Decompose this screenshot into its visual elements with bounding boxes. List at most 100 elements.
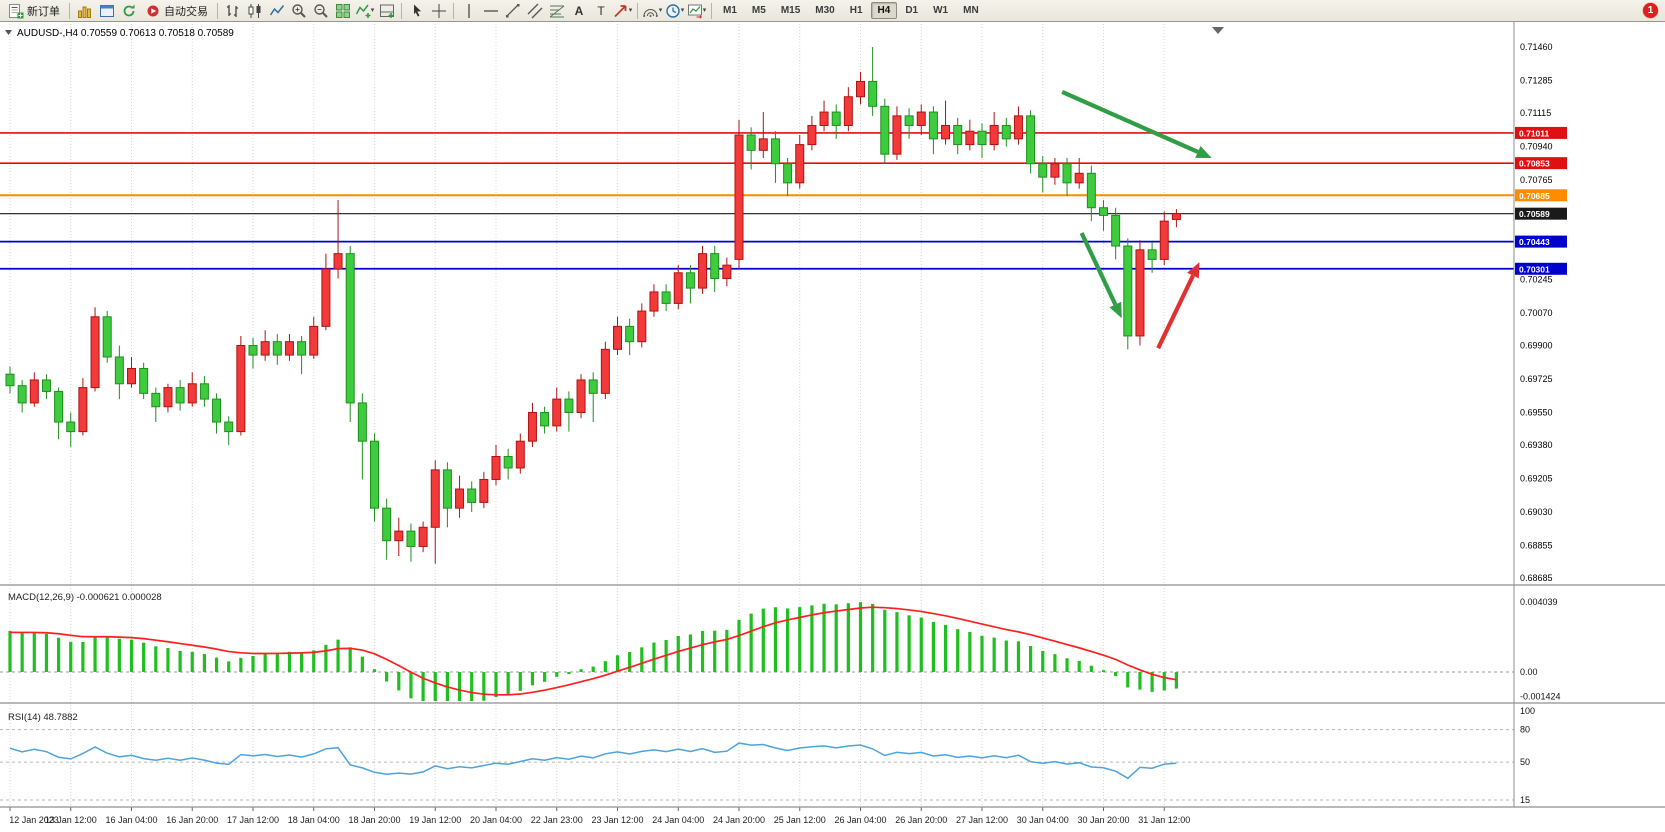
trend-arrow-objects[interactable] — [1061, 90, 1212, 350]
vertical-line-tool-button[interactable] — [458, 0, 479, 21]
horizontal-line-tool-button[interactable] — [480, 0, 501, 21]
zoom-out-button[interactable] — [310, 0, 331, 21]
price-axis-label: 0.69900 — [1520, 341, 1553, 351]
market-watch-button[interactable] — [74, 0, 95, 21]
periods-menu-button[interactable]: ▾ — [664, 0, 685, 21]
timeframe-m1-button[interactable]: M1 — [723, 5, 737, 16]
timeframe-w1-button[interactable]: W1 — [933, 5, 949, 16]
line-chart-mode-button[interactable] — [266, 0, 287, 21]
line-chart-icon — [269, 3, 285, 19]
timeframe-m15-button[interactable]: M15 — [780, 5, 801, 16]
cycle-lines-tool-button[interactable]: ▾ — [642, 0, 663, 21]
fibo-icon — [549, 3, 565, 19]
arrows-tool-button[interactable]: ▾ — [612, 0, 633, 21]
cursor-icon — [409, 3, 425, 19]
bar-chart-mode-button[interactable] — [222, 0, 243, 21]
text-a-icon: A — [571, 3, 587, 19]
crosshair-icon — [431, 3, 447, 19]
chevron-down-icon: ▾ — [702, 7, 707, 14]
auto-trading-label: 自动交易 — [164, 5, 208, 18]
timeframe-d1-button[interactable]: D1 — [905, 5, 919, 16]
template-menu-button[interactable]: ▾ — [686, 0, 707, 21]
time-axis-label: 26 Jan 20:00 — [895, 815, 947, 825]
zoom-in-button[interactable] — [288, 0, 309, 21]
timeframe-m5-button[interactable]: M5 — [751, 5, 766, 16]
rsi-axis-label: 15 — [1520, 795, 1530, 805]
candles-icon — [247, 3, 263, 19]
crosshair-tool-button[interactable] — [428, 0, 449, 21]
tline-icon — [505, 3, 521, 19]
text-tool-button[interactable]: A — [568, 0, 589, 21]
macd-axis-label: -0.001424 — [1520, 692, 1561, 702]
time-axis-label: 23 Jan 12:00 — [591, 815, 643, 825]
chart-plot-area[interactable] — [0, 22, 1665, 832]
main-toolbar: 新订单 自动交易 ▾ A T ▾ ▾ ▾ ▾ M1 M5 M15 M30 H1 H4 D1 W1 MN 1 — [0, 0, 1665, 22]
price-axis-label: 0.69725 — [1520, 374, 1553, 384]
timeframe-h4-button[interactable]: H4 — [870, 2, 898, 19]
timeframe-h1-button[interactable]: H1 — [849, 5, 863, 16]
chart-area: MACD(12,26,9) -0.000621 0.000028 0.004039… — [0, 22, 1665, 832]
gold-bars-icon — [77, 3, 93, 19]
candlestick-mode-button[interactable] — [244, 0, 265, 21]
price-tag-0.70685: 0.70685 — [1519, 191, 1550, 201]
trendline-tool-button[interactable] — [502, 0, 523, 21]
channel-icon — [527, 3, 543, 19]
svg-text:A: A — [574, 4, 583, 18]
chevron-down-icon: ▾ — [370, 7, 375, 14]
price-tag-0.71011: 0.71011 — [1519, 128, 1550, 138]
time-axis-label: 30 Jan 20:00 — [1077, 815, 1129, 825]
tile-windows-button[interactable] — [332, 0, 353, 21]
notification-badge[interactable]: 1 — [1643, 3, 1658, 18]
window-add-icon — [379, 3, 395, 19]
text-t-icon: T — [593, 3, 609, 19]
fibonacci-tool-button[interactable] — [546, 0, 567, 21]
price-tag-0.70301: 0.70301 — [1519, 264, 1550, 274]
refresh-button[interactable] — [118, 0, 139, 21]
ohlc-bars-icon — [225, 3, 241, 19]
zoom-out-icon — [313, 3, 329, 19]
green-grid-icon — [335, 3, 351, 19]
rsi-pane[interactable]: RSI(14) 48.7882 100 80 50 15 — [0, 706, 1535, 805]
new-order-button[interactable]: 新订单 — [3, 1, 65, 21]
time-axis-label: 27 Jan 12:00 — [956, 815, 1008, 825]
price-tag-0.70443: 0.70443 — [1519, 237, 1550, 247]
timeframe-m30-button[interactable]: M30 — [815, 5, 835, 16]
zoom-in-icon — [291, 3, 307, 19]
label-tool-button[interactable]: T — [590, 0, 611, 21]
time-ticks — [9, 807, 1165, 811]
macd-label: MACD(12,26,9) -0.000621 0.000028 — [8, 592, 162, 603]
vline-icon — [461, 3, 477, 19]
auto-trading-button[interactable]: 自动交易 — [140, 1, 213, 21]
time-axis-label: 30 Jan 04:00 — [1017, 815, 1069, 825]
data-window-button[interactable] — [96, 0, 117, 21]
price-axis-label: 0.69550 — [1520, 407, 1553, 417]
time-axis-label: 18 Jan 04:00 — [288, 815, 340, 825]
price-axis-label: 0.70245 — [1520, 274, 1553, 284]
price-tag-0.70589: 0.70589 — [1519, 209, 1550, 219]
horizontal-line-objects[interactable] — [0, 132, 1514, 270]
price-axis-label: 0.69030 — [1520, 507, 1553, 517]
shift-icon — [687, 3, 703, 19]
time-axis-label: 26 Jan 04:00 — [834, 815, 886, 825]
chart-shift-marker[interactable] — [1212, 27, 1224, 34]
collapse-triangle-icon — [5, 30, 12, 35]
indicator-windows-button[interactable] — [376, 0, 397, 21]
cursor-tool-button[interactable] — [406, 0, 427, 21]
macd-pane[interactable]: MACD(12,26,9) -0.000621 0.000028 0.004039… — [0, 592, 1561, 702]
price-axis[interactable]: 0.71460 0.71285 0.71115 0.70940 0.70765 0.702… — [1520, 42, 1553, 583]
new-order-label: 新订单 — [27, 5, 60, 18]
toolbar-separator — [637, 2, 638, 19]
macd-axis-label: 0.004039 — [1520, 597, 1558, 607]
indicators-button[interactable]: ▾ — [354, 0, 375, 21]
price-tags: 0.71011 0.70853 0.70685 0.70589 0.70443 0.703… — [1515, 126, 1567, 275]
price-axis-label: 0.71285 — [1520, 75, 1553, 85]
price-axis-label: 0.70070 — [1520, 308, 1553, 318]
timeframe-toolbar: M1 M5 M15 M30 H1 H4 D1 W1 MN — [716, 2, 986, 19]
chart-canvas[interactable]: MACD(12,26,9) -0.000621 0.000028 0.004039… — [0, 22, 1665, 832]
time-axis-label: 24 Jan 20:00 — [713, 815, 765, 825]
time-axis-label: 12 Jan 2023 — [9, 815, 59, 825]
channel-tool-button[interactable] — [524, 0, 545, 21]
timeframe-mn-button[interactable]: MN — [963, 5, 979, 16]
time-axis-label: 17 Jan 12:00 — [227, 815, 279, 825]
